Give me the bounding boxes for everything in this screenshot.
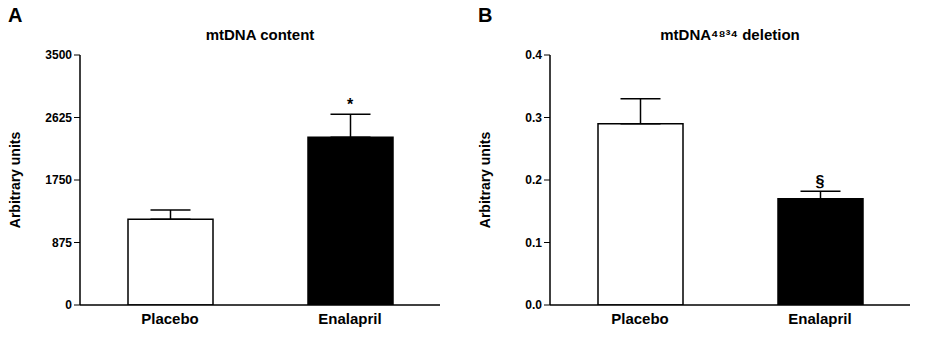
svg-text:3500: 3500 — [45, 48, 72, 62]
svg-text:1750: 1750 — [45, 173, 72, 187]
svg-text:Arbitrary units: Arbitrary units — [477, 132, 493, 229]
svg-text:§: § — [816, 173, 825, 190]
html-text:B: B — [478, 4, 493, 26]
svg-text:Arbitrary units: Arbitrary units — [8, 132, 23, 229]
svg-text:*: * — [347, 96, 354, 113]
svg-text:0.1: 0.1 — [525, 236, 542, 250]
svg-text:Enalapril: Enalapril — [788, 310, 851, 327]
html-text:mtDNA content: mtDNA content — [205, 26, 315, 43]
svg-text:0.4: 0.4 — [525, 48, 542, 62]
svg-text:Placebo: Placebo — [141, 310, 199, 327]
svg-text:0: 0 — [65, 298, 72, 312]
html-text:A: A — [8, 4, 23, 26]
svg-text:Enalapril: Enalapril — [318, 310, 381, 327]
html-text:mtDNA⁴⁸³⁴ deletion: mtDNA⁴⁸³⁴ deletion — [660, 26, 800, 43]
svg-text:875: 875 — [52, 236, 72, 250]
svg-text:0.0: 0.0 — [525, 298, 542, 312]
svg-text:Placebo: Placebo — [611, 310, 669, 327]
svg-text:0.3: 0.3 — [525, 111, 542, 125]
svg-text:0.2: 0.2 — [525, 173, 542, 187]
svg-text:2625: 2625 — [45, 111, 72, 125]
